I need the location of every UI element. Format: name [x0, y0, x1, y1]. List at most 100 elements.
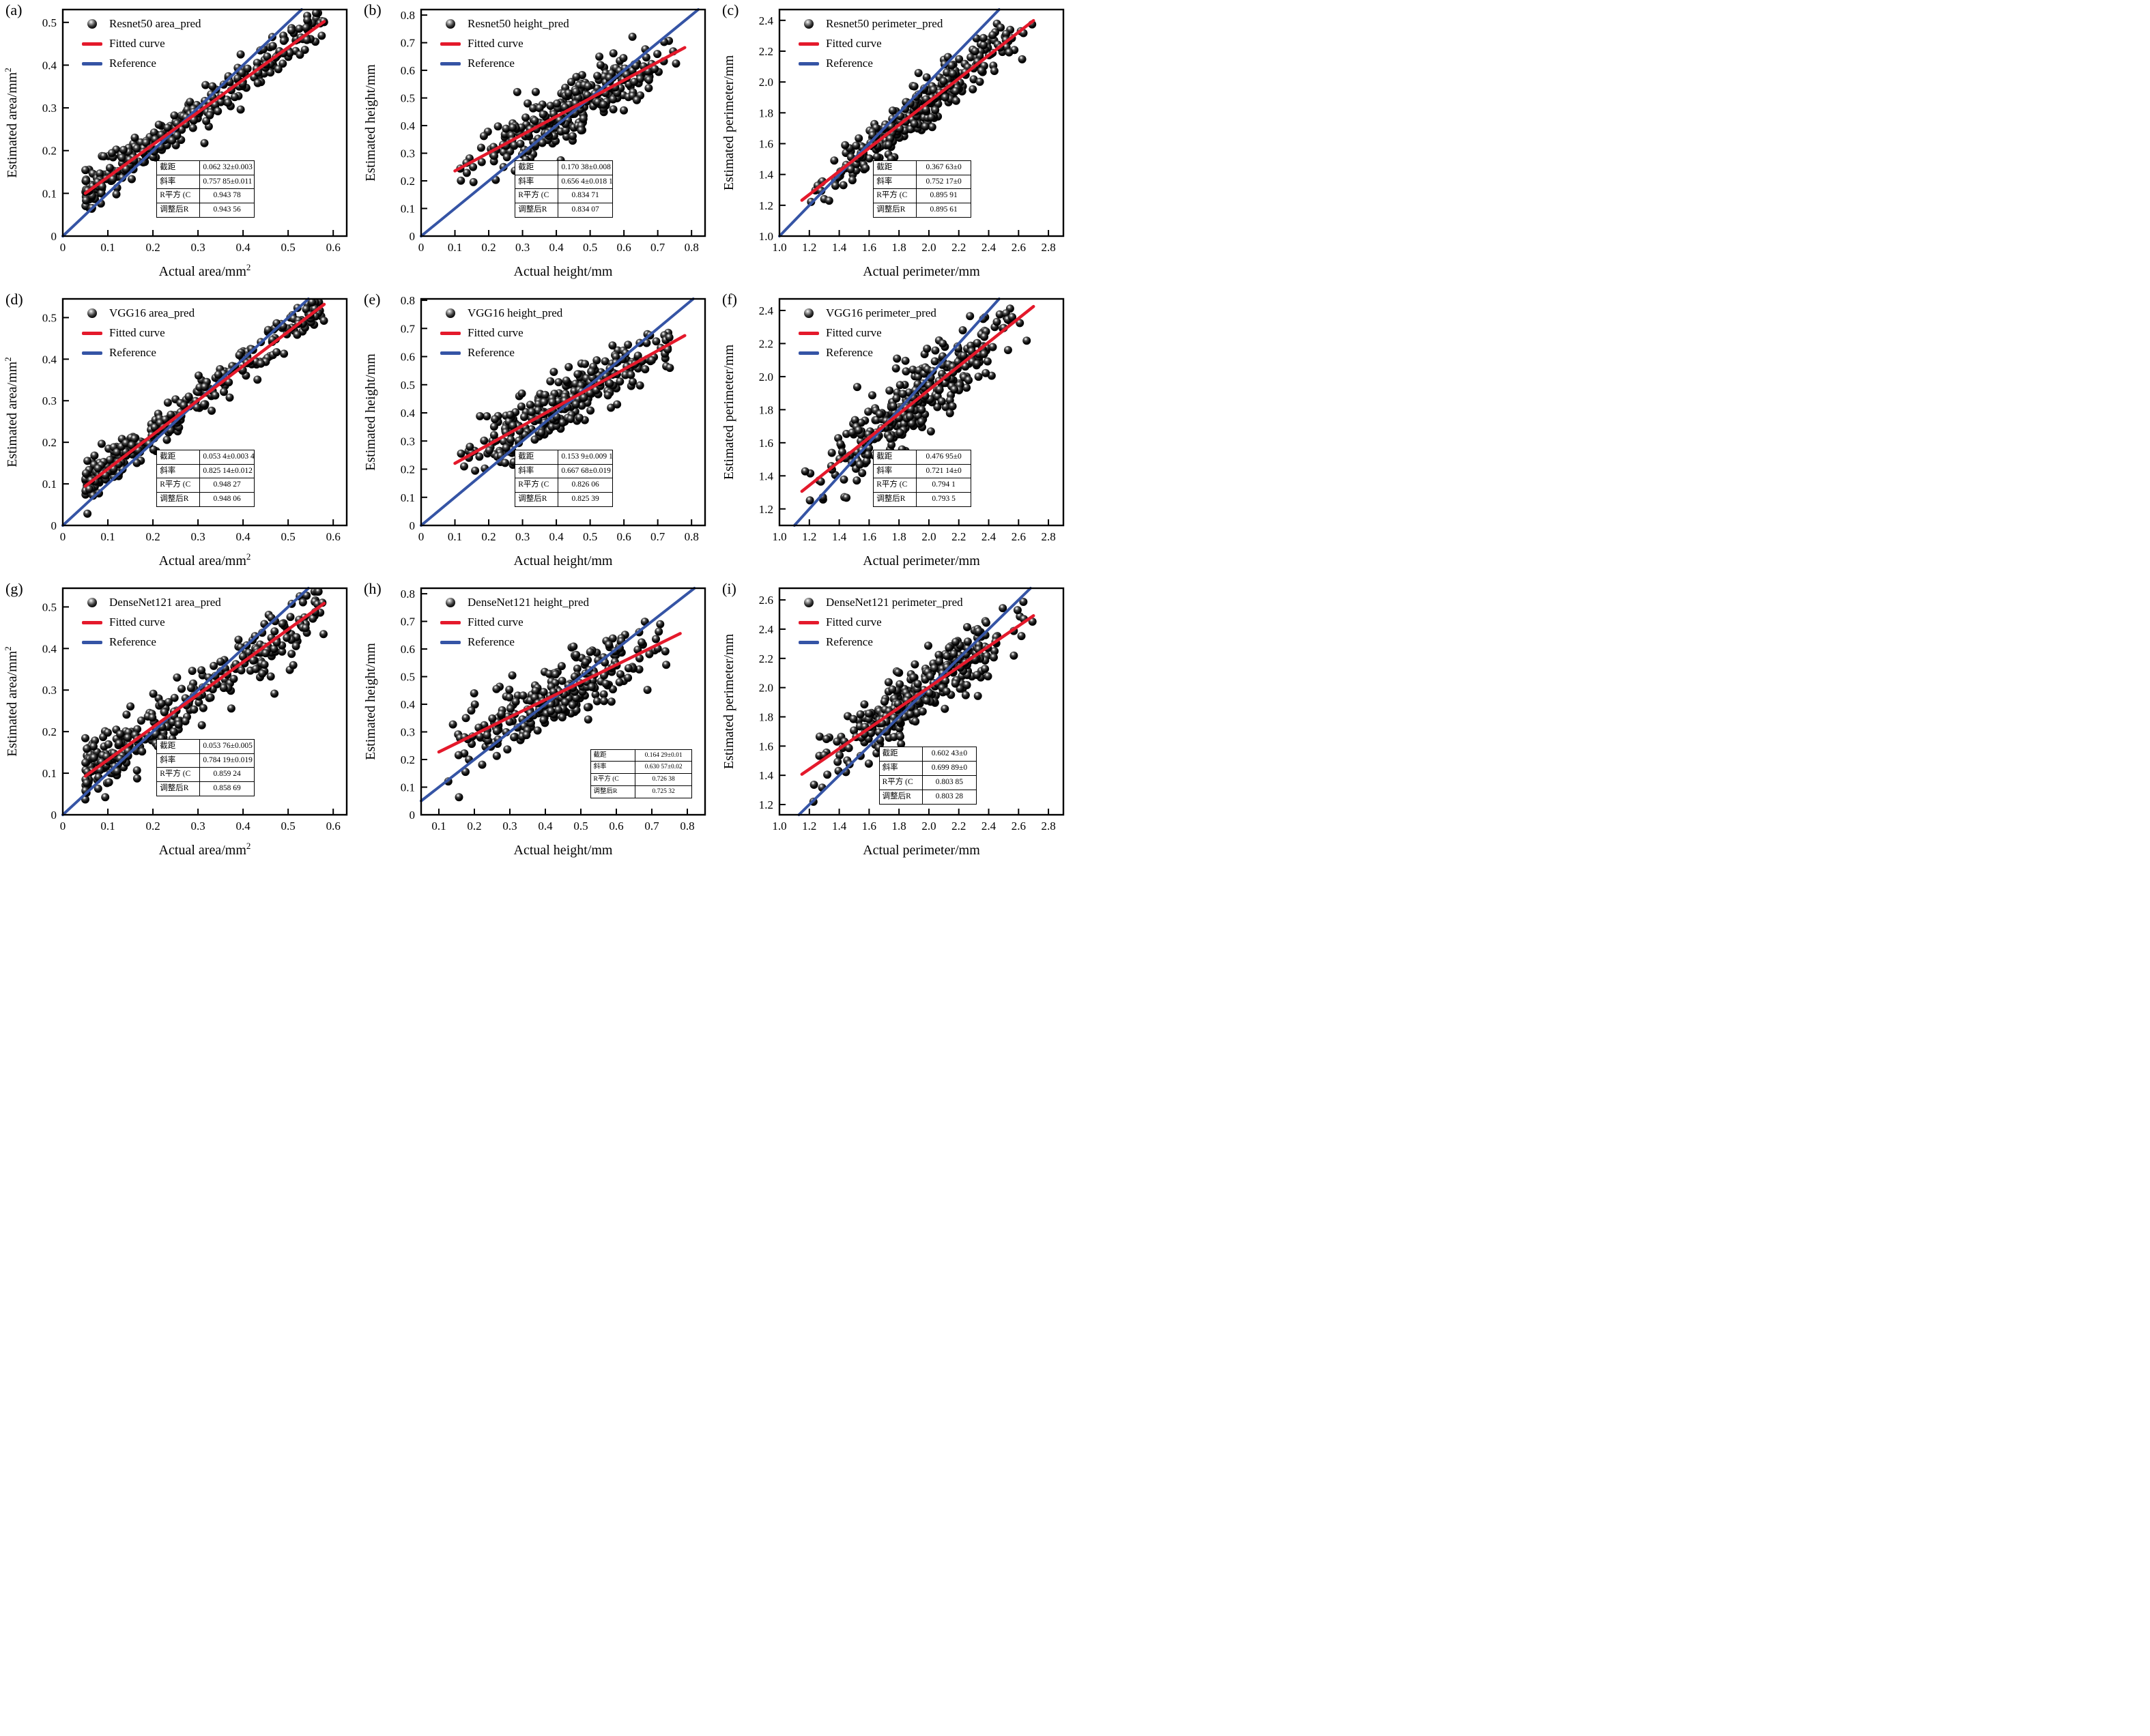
legend-reference-label: Reference: [826, 635, 873, 648]
stat-value-r2: 0.859 24: [199, 767, 255, 783]
fitted-line: [453, 46, 687, 173]
stat-value-adj-r2: 0.943 56: [199, 203, 255, 218]
stat-label-adj-r2: 调整后R: [515, 203, 559, 218]
legend-fitted-label: Fitted curve: [109, 326, 165, 339]
panel-label: (a): [5, 1, 23, 18]
table-row-intercept: 截距 0.602 43±0: [878, 747, 977, 762]
x-tick-label: 0.1: [100, 241, 115, 254]
x-tick-label: 0.1: [100, 530, 115, 543]
legend-series-label: DenseNet121 height_pred: [468, 596, 589, 609]
stat-value-intercept: 0.602 43±0: [921, 747, 977, 762]
y-axis-title: Estimated height/mm: [363, 643, 378, 760]
x-axis-title: Actual perimeter/mm: [863, 553, 980, 568]
scatter-plot: 0 0.1 0.2 0.3 0.4 0.5 0.6 0 0.1 0.2 0.3 0.4 0.5 Actu…: [3, 587, 348, 858]
legend-reference-label: Reference: [109, 346, 156, 359]
x-axis-title: Actual area/mm2: [159, 841, 251, 858]
stat-value-adj-r2: 0.895 61: [916, 203, 971, 218]
panel-label: (h): [364, 580, 382, 597]
legend-series-label: VGG16 area_pred: [109, 306, 195, 319]
legend-item-reference: Reference: [797, 635, 963, 650]
fitted-line: [437, 632, 682, 754]
x-tick-label: 0.7: [650, 530, 665, 543]
scatter-plot: 0 0.1 0.2 0.3 0.4 0.5 0.6 0 0.1 0.2 0.3 0.4 0.5 Actu…: [3, 298, 348, 568]
stat-value-r2: 0.826 06: [558, 478, 613, 493]
x-tick-label: 0.4: [236, 241, 251, 254]
plot-legend: VGG16 perimeter_pred Fitted curve Refere…: [797, 306, 936, 360]
y-tick-label: 0.4: [401, 698, 416, 711]
x-tick-label: 0.5: [281, 530, 296, 543]
y-tick-label: 1.6: [759, 740, 773, 753]
legend-item-series: Resnet50 height_pred: [439, 16, 569, 31]
y-tick-label: 0.6: [401, 351, 415, 364]
y-tick-label: 0.7: [401, 616, 416, 628]
axis-tick-labels: 1.0 1.2 1.4 1.6 1.8 2.0 2.2 2.4 2.6 2.8 1.2 1.4 1.6 1…: [759, 594, 1056, 833]
stat-value-intercept: 0.164 29±0.01: [635, 749, 693, 762]
table-row-r2: R平方 (C 0.895 91: [873, 188, 971, 204]
y-axis-title: Estimated perimeter/mm: [721, 55, 736, 190]
legend-item-fitted: Fitted curve: [81, 36, 201, 51]
panel-label: (c): [722, 1, 739, 18]
stat-label-adj-r2: 调整后R: [873, 203, 917, 218]
stat-value-slope: 0.699 89±0: [921, 761, 977, 777]
table-row-adj-r2: 调整后R 0.858 69: [156, 781, 255, 797]
reference-line: [797, 587, 1032, 816]
plot-legend: VGG16 height_pred Fitted curve Reference: [439, 306, 562, 360]
x-tick-label: 0.6: [617, 530, 631, 543]
x-tick-label: 0.8: [685, 530, 699, 543]
x-tick-label: 1.8: [892, 241, 906, 254]
y-axis-title: Estimated area/mm2: [3, 68, 20, 177]
y-tick-label: 0: [410, 230, 416, 243]
x-tick-label: 0.8: [680, 820, 694, 833]
scatter-marker-icon: [804, 308, 814, 318]
legend-reference-label: Reference: [468, 635, 515, 648]
y-tick-label: 0: [51, 809, 57, 822]
y-tick-label: 0.4: [42, 353, 57, 366]
reference-line: [61, 298, 310, 527]
x-tick-label: 0.2: [481, 530, 496, 543]
table-row-r2: R平方 (C 0.794 1: [873, 478, 971, 493]
x-tick-label: 2.2: [951, 530, 966, 543]
legend-series-label: VGG16 height_pred: [468, 306, 563, 319]
table-row-slope: 斜率 0.825 14±0.012: [156, 463, 255, 479]
axis-tick-labels: 1.0 1.2 1.4 1.6 1.8 2.0 2.2 2.4 2.6 2.8 1.2 1.4 1.6 1…: [759, 304, 1056, 543]
x-tick-label: 2.6: [1012, 820, 1026, 833]
plot-legend: DenseNet121 height_pred Fitted curve Ref…: [439, 595, 589, 650]
panel-g: 0 0.1 0.2 0.3 0.4 0.5 0.6 0 0.1 0.2 0.3 0.4 0.5 Actu…: [0, 579, 358, 868]
legend-item-series: DenseNet121 area_pred: [81, 595, 221, 610]
stat-label-intercept: 截距: [873, 160, 917, 175]
table-row-adj-r2: 调整后R 0.943 56: [156, 203, 255, 218]
x-tick-label: 0.7: [650, 241, 665, 254]
x-axis-title: Actual perimeter/mm: [863, 843, 980, 858]
legend-fitted-label: Fitted curve: [468, 37, 524, 50]
stat-label-slope: 斜率: [873, 174, 917, 190]
x-tick-label: 1.4: [832, 820, 847, 833]
stat-label-r2: R平方 (C: [515, 478, 559, 493]
table-row-intercept: 截距 0.170 38±0.008: [515, 160, 613, 175]
y-tick-label: 1.6: [759, 137, 773, 150]
panel-label: (i): [722, 580, 736, 597]
scatter-marker-icon: [446, 308, 455, 318]
stat-value-adj-r2: 0.725 32: [635, 785, 693, 798]
x-axis-title: Actual height/mm: [514, 264, 613, 279]
stat-label-intercept: 截距: [873, 449, 917, 465]
table-row-r2: R平方 (C 0.803 85: [878, 775, 977, 790]
panel-i: 1.0 1.2 1.4 1.6 1.8 2.0 2.2 2.4 2.6 2.8 1.2 1.4 1.6 1…: [717, 579, 1075, 868]
panel-label: (b): [364, 1, 382, 18]
table-row-intercept: 截距 0.164 29±0.01: [590, 749, 693, 762]
plot-border: [420, 298, 706, 527]
x-tick-label: 0.6: [326, 820, 341, 833]
stat-label-intercept: 截距: [156, 738, 201, 754]
fitted-line: [800, 613, 1035, 776]
fitted-line-swatch: [799, 331, 819, 335]
reference-line-swatch: [440, 640, 461, 644]
x-tick-label: 2.4: [981, 241, 997, 254]
stat-value-r2: 0.794 1: [916, 478, 971, 493]
stat-value-slope: 0.752 17±0: [916, 174, 971, 190]
y-tick-label: 0.7: [401, 37, 416, 50]
legend-item-fitted: Fitted curve: [797, 326, 936, 341]
table-row-adj-r2: 调整后R 0.825 39: [515, 492, 613, 508]
stat-label-intercept: 截距: [590, 749, 636, 762]
table-row-slope: 斜率 0.784 19±0.019: [156, 753, 255, 768]
y-axis-title: Estimated perimeter/mm: [721, 344, 736, 480]
x-tick-label: 0.3: [515, 241, 530, 254]
